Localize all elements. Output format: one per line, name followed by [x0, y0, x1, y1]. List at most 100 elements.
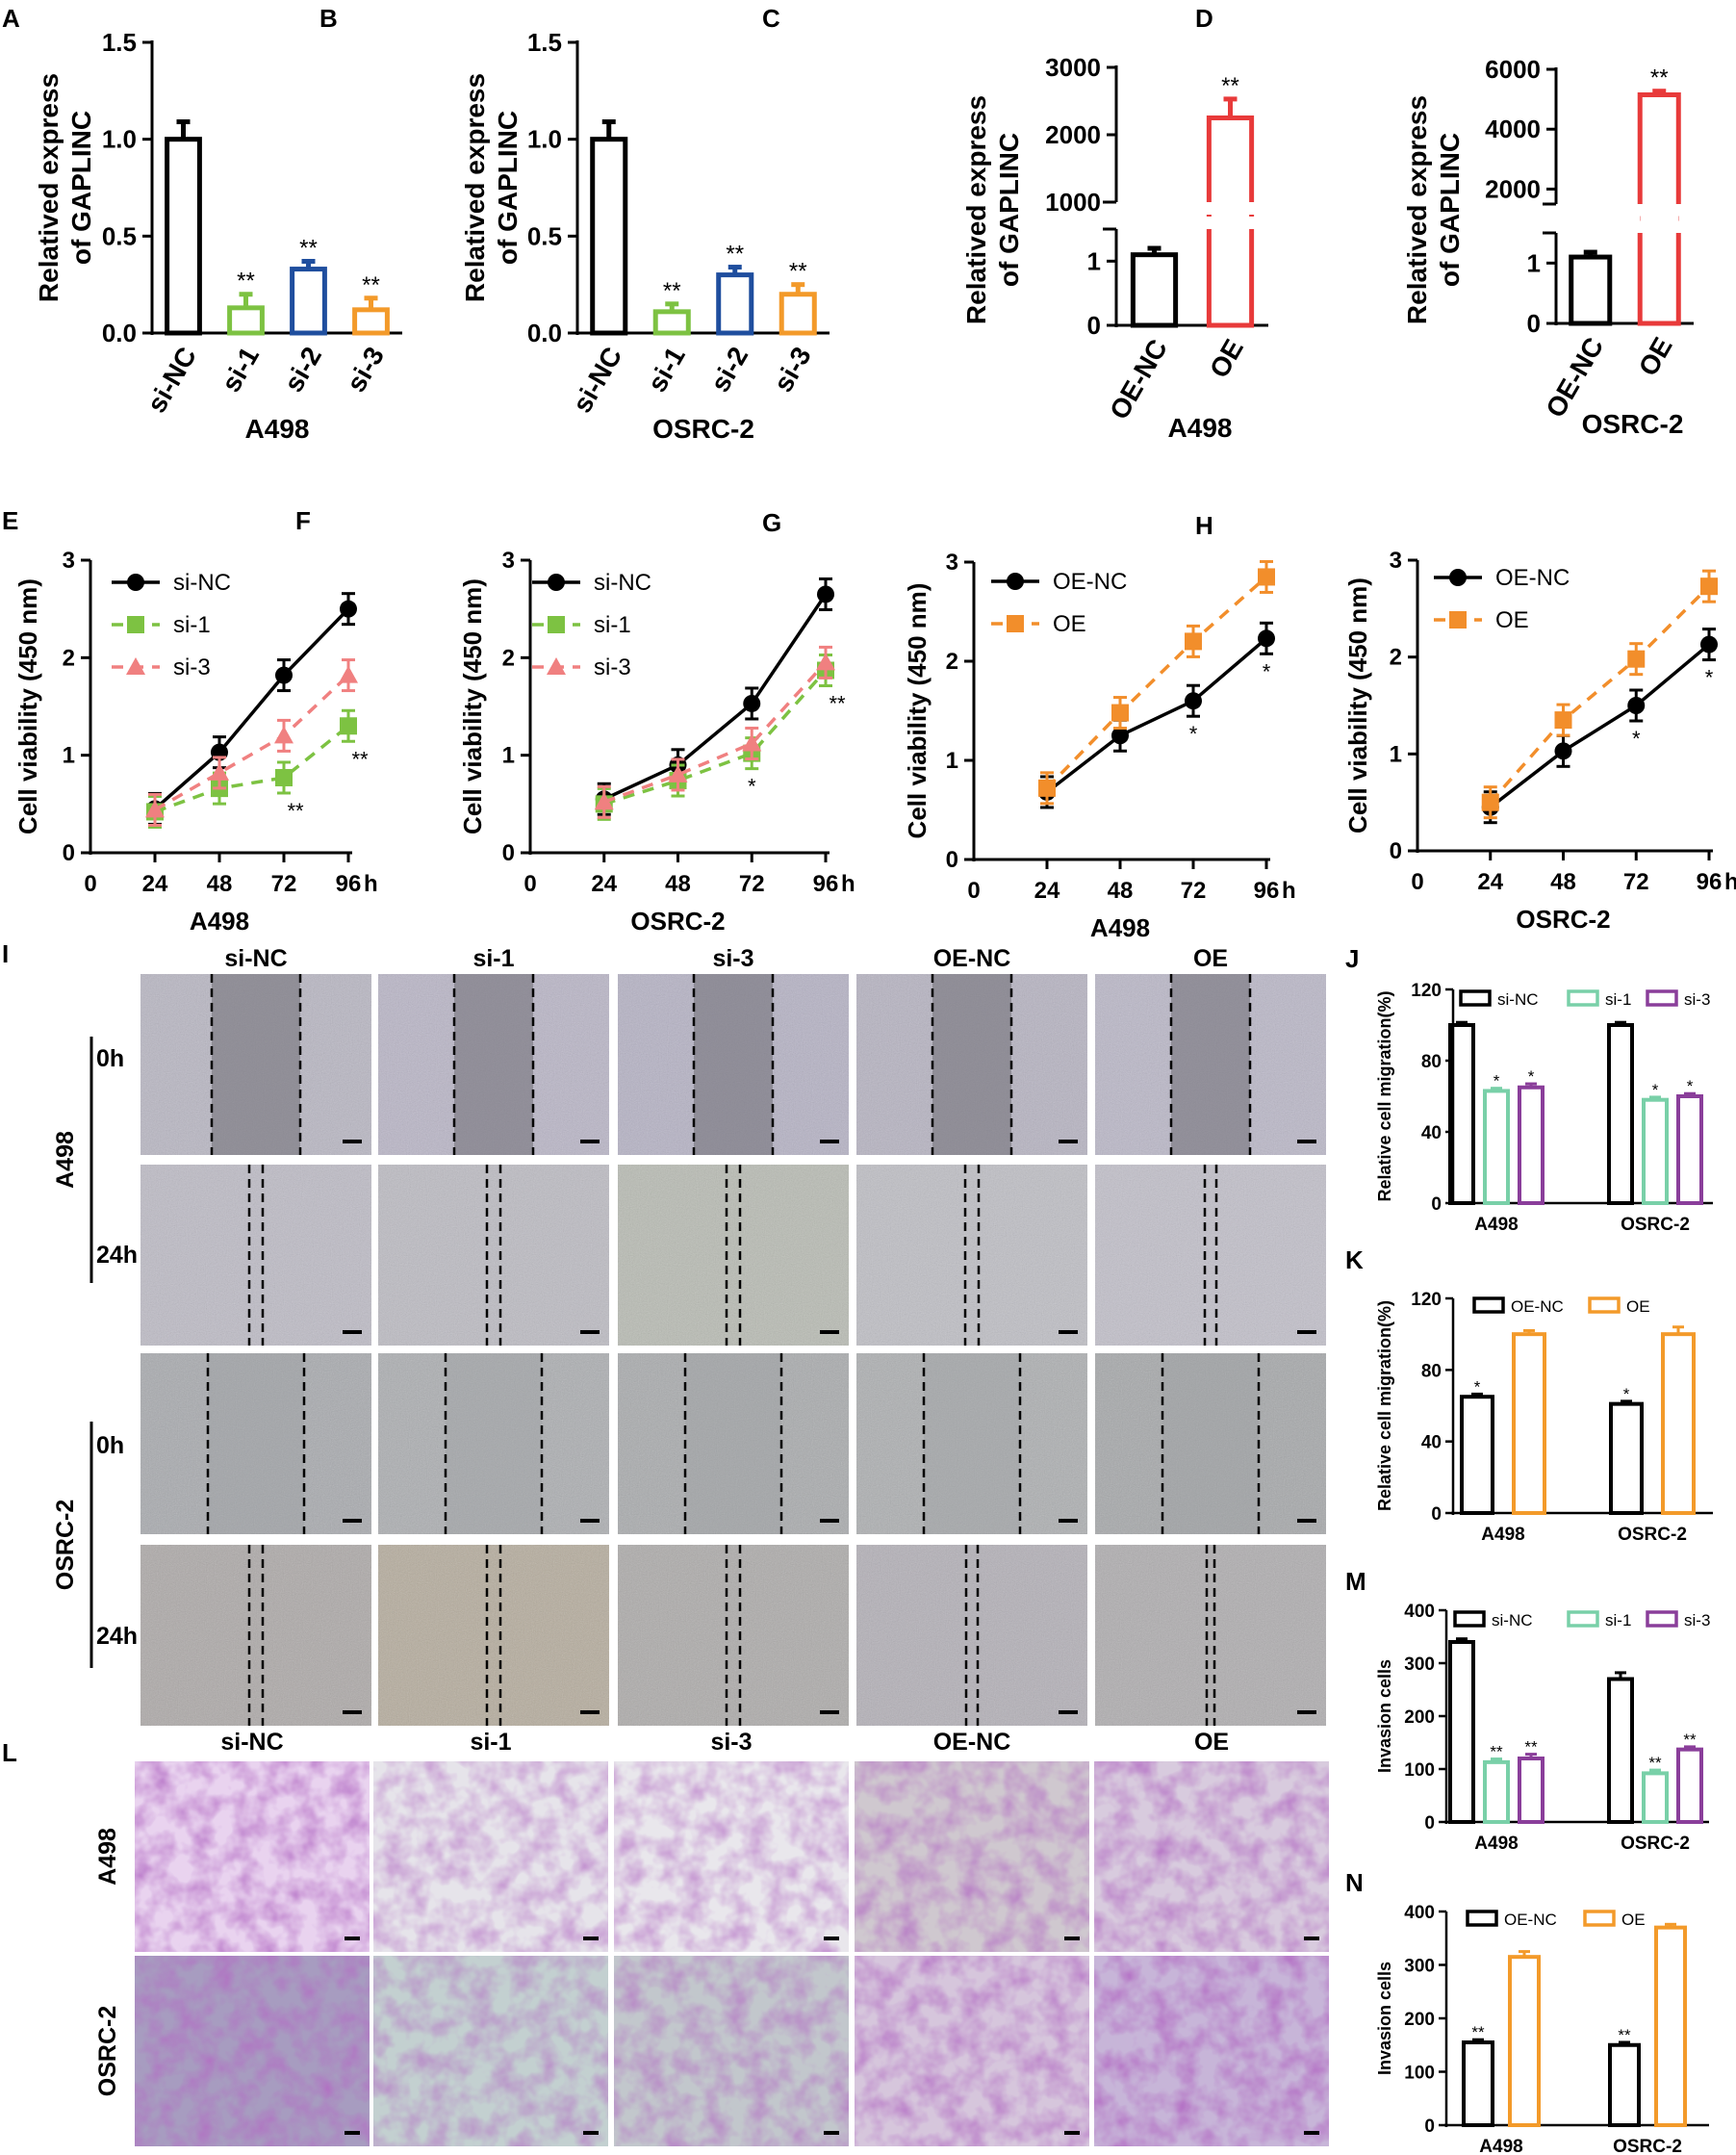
marker-triangle: [145, 800, 165, 818]
time-label: 24h: [96, 1623, 138, 1650]
y-tick-label: 0.5: [102, 221, 137, 250]
y-axis-title: Cell viability (450 nm): [1343, 577, 1372, 834]
wound-image: [378, 974, 609, 1155]
bar-si-NC-A498: [1448, 1640, 1475, 1824]
marker-square: [1627, 650, 1646, 668]
wound-gap: [1171, 974, 1250, 1155]
image-texture: [618, 1545, 849, 1726]
y-tick-label: 80: [1421, 1361, 1442, 1381]
x-tick-label: si-NC: [141, 342, 202, 418]
y-tick-label: 1.0: [527, 125, 562, 154]
marker-square: [1185, 632, 1202, 651]
x-tick-label: si-3: [341, 342, 390, 397]
panel-G: 0 1 2 3 0 24 48 72 96 h A498 Cell viability (450 nm…: [903, 550, 1296, 942]
panel-C: 0 1 1000 2000 3000 Relatived express of GAPLIN…: [961, 53, 1268, 443]
image-texture: [1095, 1545, 1326, 1726]
bar-OE-NC: [1569, 254, 1613, 326]
significance-marker: **: [726, 242, 744, 268]
y-tick-label: 300: [1404, 1957, 1435, 1977]
wound-gap: [694, 974, 773, 1155]
image-texture: [618, 1353, 849, 1534]
marker-square: [1700, 577, 1718, 596]
bar-si-3: [779, 292, 817, 336]
column-header: OE: [1194, 1729, 1229, 1756]
y-tick-label: 100: [1404, 2064, 1435, 2084]
y-axis-title: Invasion cells: [1375, 1962, 1394, 2075]
marker-circle: [1185, 692, 1202, 710]
marker-square: [127, 616, 144, 633]
y-tick-label: 0.0: [102, 319, 137, 347]
x-tick-label: 24: [142, 871, 168, 897]
legend-label: si-3: [173, 654, 211, 680]
legend-label: si-3: [1684, 1611, 1710, 1629]
series-line-si-1: [603, 669, 828, 807]
legend-label: OE-NC: [1504, 1911, 1557, 1929]
y-tick-label: 120: [1411, 1290, 1442, 1310]
significance-marker: **: [829, 692, 846, 716]
legend-label: si-NC: [594, 570, 651, 596]
marker-square: [1111, 704, 1129, 722]
bar-si-1-A498: [1483, 1759, 1510, 1824]
stained-cells: [855, 1956, 1089, 2146]
y-tick-label: 3: [63, 548, 75, 574]
marker-square: [1481, 793, 1499, 811]
panel-letter-D: D: [1195, 4, 1213, 33]
y-tick-label: 0: [946, 847, 958, 873]
bar-OE-upper: [1206, 115, 1255, 202]
x-tick-label: A498: [1481, 1525, 1524, 1545]
marker-square: [1554, 711, 1572, 730]
y-axis-title-line2: of GAPLINC: [994, 133, 1024, 287]
wound-image: [856, 974, 1087, 1155]
x-axis-title: A498: [1168, 413, 1233, 443]
marker-circle: [743, 694, 761, 712]
x-tick-label: si-NC: [567, 342, 627, 418]
series-line-OE: [1045, 576, 1268, 790]
y-tick-label: 1: [1390, 741, 1402, 767]
legend-label: OE: [1053, 611, 1086, 637]
marker-circle: [340, 600, 357, 618]
x-tick-label: 48: [1550, 869, 1576, 895]
y-tick-label: 1.0: [102, 125, 137, 154]
legend-label: OE-NC: [1511, 1297, 1564, 1316]
y-axis-title: Cell viability (450 nm): [458, 578, 487, 834]
wound-gap: [454, 974, 533, 1155]
legend-label: OE-NC: [1053, 569, 1127, 595]
x-tick-label: OE: [1633, 332, 1678, 381]
x-unit-label: h: [1724, 869, 1736, 895]
x-axis-title: OSRC-2: [630, 907, 725, 936]
time-label: 0h: [96, 1045, 124, 1072]
y-tick-label: 1: [1527, 248, 1541, 277]
marker-triangle: [210, 762, 229, 781]
transwell-image: [373, 1761, 608, 1952]
stained-cells: [614, 1761, 849, 1952]
marker-triangle: [339, 665, 358, 683]
series-line-si-3: [154, 674, 350, 811]
image-texture: [140, 1165, 371, 1346]
marker-circle: [1627, 697, 1646, 714]
x-tick-label: 24: [591, 871, 617, 897]
stained-cells: [1094, 1761, 1329, 1952]
x-tick-label: 72: [739, 871, 765, 897]
panel-E: 0 1 2 3 0 24 48 72 96 h A498 Cell viability (450 nm…: [13, 548, 378, 936]
bar-OE-upper: [1637, 91, 1681, 204]
marker-triangle: [126, 657, 145, 675]
column-header: si-NC: [224, 945, 287, 972]
wound-image: [618, 1165, 849, 1346]
bar-si-NC-OSRC-2: [1607, 1677, 1634, 1824]
y-tick-label: 0.5: [527, 221, 562, 250]
column-header: OE: [1193, 945, 1228, 972]
legend-swatch: [1459, 989, 1492, 1007]
column-header: si-3: [712, 945, 753, 972]
y-tick-label: 0: [1431, 1504, 1442, 1525]
x-tick-label: si-2: [278, 342, 327, 397]
wound-image: [618, 974, 849, 1155]
bar-si-3: [352, 307, 390, 336]
marker-triangle: [594, 792, 614, 810]
marker-circle: [1700, 635, 1718, 654]
x-unit-label: h: [364, 871, 378, 897]
marker-square: [1007, 615, 1024, 632]
legend-label: OE: [1621, 1911, 1646, 1929]
wound-image: [856, 1545, 1087, 1726]
significance-marker: *: [1632, 727, 1641, 751]
stained-cells: [373, 1956, 608, 2146]
